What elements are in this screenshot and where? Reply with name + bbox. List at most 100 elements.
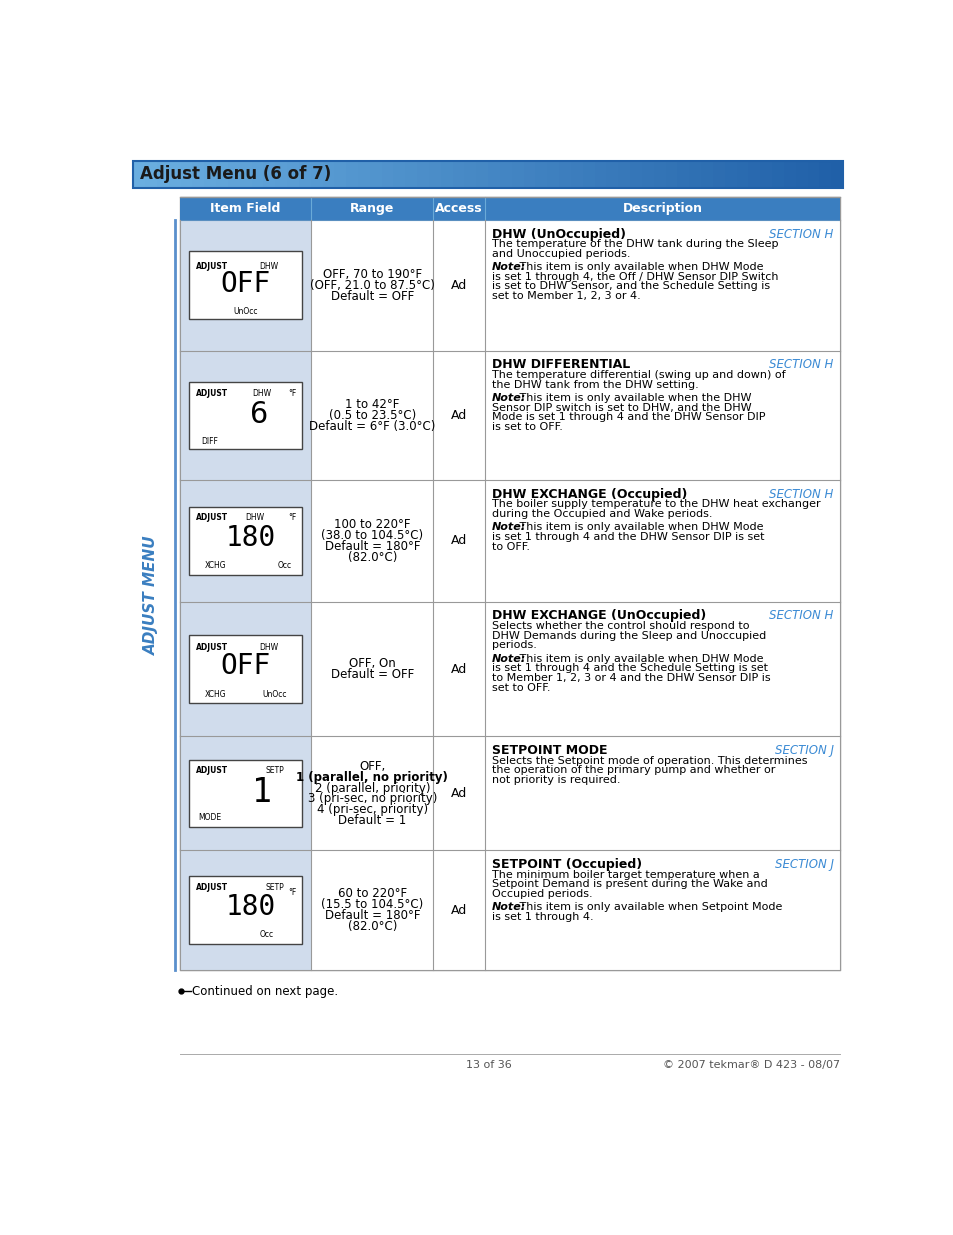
- Text: (15.5 to 104.5°C): (15.5 to 104.5°C): [321, 898, 423, 911]
- Text: SETPOINT (Occupied): SETPOINT (Occupied): [492, 858, 641, 871]
- Text: Occupied periods.: Occupied periods.: [492, 889, 592, 899]
- Text: Note:: Note:: [492, 653, 526, 663]
- Bar: [179, 196, 840, 969]
- Text: SETP: SETP: [266, 766, 284, 774]
- Bar: [488, 161, 500, 188]
- Bar: [189, 760, 302, 827]
- Bar: [156, 161, 170, 188]
- Text: ADJUST MENU: ADJUST MENU: [144, 535, 159, 655]
- Bar: [433, 480, 484, 601]
- Text: Default = OFF: Default = OFF: [331, 289, 414, 303]
- Text: is set 1 through 4, the Off / DHW Sensor DIP Switch: is set 1 through 4, the Off / DHW Sensor…: [492, 272, 778, 282]
- Text: Note:: Note:: [492, 522, 526, 532]
- Text: Default = 180°F: Default = 180°F: [324, 540, 419, 553]
- Text: SETPOINT MODE: SETPOINT MODE: [492, 745, 607, 757]
- Text: during the Occupied and Wake periods.: during the Occupied and Wake periods.: [492, 509, 712, 519]
- Bar: [484, 220, 840, 351]
- Bar: [760, 161, 772, 188]
- Bar: [594, 161, 607, 188]
- Bar: [311, 851, 433, 969]
- Bar: [452, 161, 465, 188]
- Text: SECTION J: SECTION J: [774, 858, 833, 871]
- Bar: [547, 161, 559, 188]
- Text: is set 1 through 4 and the Schedule Setting is set: is set 1 through 4 and the Schedule Sett…: [492, 663, 767, 673]
- Text: OFF,: OFF,: [358, 760, 385, 773]
- Bar: [783, 161, 796, 188]
- Text: 60 to 220°F: 60 to 220°F: [337, 888, 406, 900]
- Bar: [484, 601, 840, 736]
- Text: The temperature of the DHW tank during the Sleep: The temperature of the DHW tank during t…: [492, 240, 778, 249]
- Bar: [180, 161, 193, 188]
- Text: 3 (pri-sec, no priority): 3 (pri-sec, no priority): [307, 793, 436, 805]
- Bar: [433, 220, 484, 351]
- Text: The temperature differential (swing up and down) of: The temperature differential (swing up a…: [492, 370, 785, 380]
- Text: the operation of the primary pump and whether or: the operation of the primary pump and wh…: [492, 766, 775, 776]
- Text: ADJUST: ADJUST: [195, 514, 228, 522]
- Text: This item is only available when the DHW: This item is only available when the DHW: [516, 393, 751, 403]
- Text: °F: °F: [288, 514, 296, 522]
- Text: © 2007 tekmar® D 423 - 08/07: © 2007 tekmar® D 423 - 08/07: [662, 1061, 840, 1071]
- Text: UnOcc: UnOcc: [233, 306, 257, 315]
- Bar: [311, 601, 433, 736]
- Text: 180: 180: [226, 893, 276, 921]
- Text: Ad: Ad: [451, 535, 467, 547]
- Bar: [311, 351, 433, 480]
- Text: Occ: Occ: [259, 930, 273, 939]
- Bar: [499, 161, 512, 188]
- Text: Default = 6°F (3.0°C): Default = 6°F (3.0°C): [309, 420, 435, 432]
- Bar: [830, 161, 843, 188]
- Text: Description: Description: [622, 201, 701, 215]
- Text: Note:: Note:: [492, 903, 526, 913]
- Bar: [393, 161, 406, 188]
- Bar: [736, 161, 748, 188]
- Text: 1: 1: [253, 776, 273, 809]
- Text: (82.0°C): (82.0°C): [347, 920, 396, 932]
- Text: 100 to 220°F: 100 to 220°F: [334, 519, 410, 531]
- Bar: [204, 161, 216, 188]
- Bar: [484, 196, 840, 220]
- Bar: [700, 161, 713, 188]
- Text: to Member 1, 2, 3 or 4 and the DHW Sensor DIP is: to Member 1, 2, 3 or 4 and the DHW Senso…: [492, 673, 770, 683]
- Text: UnOcc: UnOcc: [262, 690, 287, 699]
- Bar: [252, 161, 264, 188]
- Bar: [433, 851, 484, 969]
- Text: SECTION H: SECTION H: [769, 609, 833, 622]
- Text: The boiler supply temperature to the DHW heat exchanger: The boiler supply temperature to the DHW…: [492, 499, 820, 509]
- Text: 6: 6: [250, 400, 268, 429]
- Text: 4 (pri-sec, priority): 4 (pri-sec, priority): [316, 803, 427, 816]
- Bar: [433, 196, 484, 220]
- Bar: [179, 196, 311, 220]
- Text: Ad: Ad: [451, 787, 467, 800]
- Bar: [484, 851, 840, 969]
- Bar: [189, 635, 302, 703]
- Text: This item is only available when Setpoint Mode: This item is only available when Setpoin…: [516, 903, 781, 913]
- Bar: [724, 161, 737, 188]
- Text: OFF, On: OFF, On: [349, 657, 395, 671]
- Text: SECTION J: SECTION J: [774, 745, 833, 757]
- Bar: [189, 382, 302, 450]
- Text: Ad: Ad: [451, 409, 467, 422]
- Bar: [133, 161, 842, 188]
- Text: ADJUST: ADJUST: [195, 389, 228, 398]
- Text: DHW EXCHANGE (Occupied): DHW EXCHANGE (Occupied): [492, 488, 687, 500]
- Bar: [606, 161, 618, 188]
- Text: (0.5 to 23.5°C): (0.5 to 23.5°C): [329, 409, 416, 422]
- Bar: [189, 877, 302, 944]
- Text: DHW (UnOccupied): DHW (UnOccupied): [492, 227, 625, 241]
- Text: Note:: Note:: [492, 393, 526, 403]
- Text: SETP: SETP: [266, 883, 284, 892]
- Text: and Unoccupied periods.: and Unoccupied periods.: [492, 248, 630, 258]
- Text: Mode is set 1 through 4 and the DHW Sensor DIP: Mode is set 1 through 4 and the DHW Sens…: [492, 412, 764, 422]
- Text: °F: °F: [288, 888, 296, 897]
- Text: This item is only available when DHW Mode: This item is only available when DHW Mod…: [516, 653, 762, 663]
- Bar: [653, 161, 666, 188]
- Text: OFF: OFF: [220, 270, 271, 298]
- Text: Selects whether the control should respond to: Selects whether the control should respo…: [492, 621, 749, 631]
- Text: ADJUST: ADJUST: [195, 262, 228, 270]
- Bar: [357, 161, 370, 188]
- Text: Access: Access: [435, 201, 482, 215]
- Bar: [189, 508, 302, 574]
- Text: Selects the Setpoint mode of operation. This determines: Selects the Setpoint mode of operation. …: [492, 756, 806, 766]
- Text: 1 (parallel, no priority): 1 (parallel, no priority): [296, 771, 448, 784]
- Bar: [807, 161, 820, 188]
